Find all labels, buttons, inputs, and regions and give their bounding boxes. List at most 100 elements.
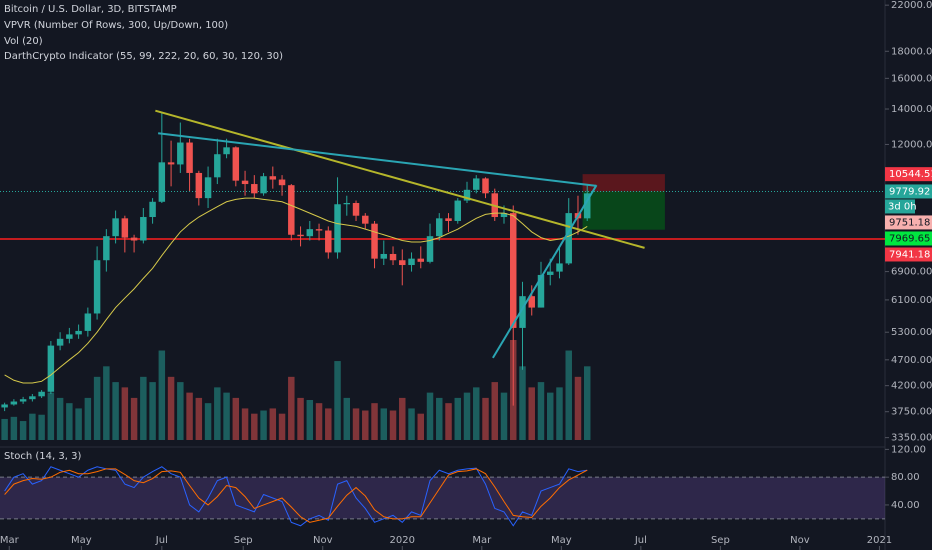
candle-body xyxy=(149,201,156,218)
volume-bar xyxy=(519,366,526,440)
chart-title: Bitcoin / U.S. Dollar, 3D, BITSTAMP xyxy=(4,4,177,15)
volume-bar xyxy=(204,403,212,440)
indicator-label: Vol (20) xyxy=(4,36,43,47)
volume-bar xyxy=(362,410,369,440)
candle-body xyxy=(389,253,397,261)
volume-bar xyxy=(380,408,388,440)
candle-body xyxy=(426,236,434,262)
volume-bar xyxy=(408,408,415,440)
volume-bar xyxy=(167,376,175,440)
volume-bar xyxy=(288,376,295,440)
volume-bar xyxy=(186,392,193,440)
x-tick-label: 2021 xyxy=(867,535,892,546)
candle-body xyxy=(56,338,64,346)
candle-body xyxy=(121,218,129,238)
candle-body xyxy=(537,274,545,308)
volume-bar xyxy=(38,414,45,440)
volume-bar xyxy=(565,350,572,440)
candle-body xyxy=(38,391,45,397)
x-tick-label: May xyxy=(551,535,572,546)
candle-body xyxy=(565,213,572,264)
candle-body xyxy=(251,184,258,194)
volume-bar xyxy=(195,397,203,440)
volume-bar xyxy=(149,382,156,440)
volume-bar xyxy=(417,413,425,440)
y-tick-label: 4700.00 xyxy=(891,355,932,366)
x-tick-label: 2020 xyxy=(390,535,415,546)
volume-bar xyxy=(482,397,489,440)
candle-body xyxy=(223,147,230,155)
candle-body xyxy=(362,215,369,224)
y-tick-label: 6900.00 xyxy=(891,267,932,278)
volume-bar xyxy=(66,403,73,440)
y-tick-label: 80.00 xyxy=(891,472,920,483)
candle-body xyxy=(500,213,508,218)
y-tick-label: 16000.00 xyxy=(891,73,932,84)
volume-bar xyxy=(315,403,323,440)
y-tick-label: 3350.00 xyxy=(891,433,932,444)
candle-body xyxy=(463,189,471,201)
volume-bar xyxy=(436,397,443,440)
volume-bar xyxy=(10,416,18,440)
volume-bar xyxy=(445,403,452,440)
candle-body xyxy=(214,154,221,178)
price-label: 9751.18 xyxy=(889,217,930,228)
volume-bar xyxy=(500,392,508,440)
candle-body xyxy=(343,203,351,205)
y-tick-label: 22000.00 xyxy=(891,0,932,11)
volume-bar xyxy=(491,382,498,440)
price-label: 7941.18 xyxy=(889,249,930,260)
candle-body xyxy=(380,253,388,259)
volume-bar xyxy=(343,397,351,440)
volume-bar xyxy=(352,408,360,440)
x-tick-label: Sep xyxy=(234,535,253,546)
volume-bar xyxy=(426,392,434,440)
candle-body xyxy=(473,178,480,190)
candle-body xyxy=(112,218,119,237)
volume-bar xyxy=(84,397,92,440)
volume-bar xyxy=(537,382,545,440)
x-tick-label: Mar xyxy=(472,535,492,546)
y-tick-label: 4200.00 xyxy=(891,381,932,392)
candle-body xyxy=(306,229,314,237)
volume-bar xyxy=(214,387,221,440)
y-tick-label: 3750.00 xyxy=(891,407,932,418)
volume-bar xyxy=(1,418,8,440)
volume-bar xyxy=(556,387,563,440)
x-tick-label: Jul xyxy=(155,535,168,546)
y-tick-label: 14000.00 xyxy=(891,104,932,115)
volume-bar xyxy=(334,361,341,440)
volume-bar xyxy=(93,376,101,440)
volume-bar xyxy=(260,410,267,440)
candle-body xyxy=(482,178,489,194)
moving-average xyxy=(4,197,588,384)
stoch-line xyxy=(4,466,588,527)
target-zone xyxy=(582,191,665,230)
volume-bar xyxy=(121,387,129,440)
y-tick-label: 5300.00 xyxy=(891,327,932,338)
candle-body xyxy=(260,176,267,194)
candle-body xyxy=(325,230,332,253)
volume-bar xyxy=(583,366,591,440)
candle-body xyxy=(241,180,249,185)
stoch-title: Stoch (14, 3, 3) xyxy=(4,451,81,462)
trendline xyxy=(155,109,645,249)
trendline xyxy=(158,132,597,187)
x-tick-label: Nov xyxy=(790,535,810,546)
stoch-line xyxy=(4,468,588,523)
volume-bar xyxy=(130,397,138,440)
volume-bar xyxy=(103,366,110,440)
volume-bar xyxy=(269,408,277,440)
candle-body xyxy=(510,213,517,328)
x-tick-label: Mar xyxy=(0,535,20,546)
candle-body xyxy=(204,177,212,199)
countdown-bg xyxy=(885,199,915,214)
candle-body xyxy=(167,162,175,165)
volume-bar xyxy=(241,408,249,440)
candle-body xyxy=(315,229,323,231)
candle-body xyxy=(158,162,166,202)
candle-body xyxy=(352,203,360,216)
y-tick-label: 12000.00 xyxy=(891,139,932,150)
volume-bar xyxy=(75,408,82,440)
candle-body xyxy=(278,179,286,186)
